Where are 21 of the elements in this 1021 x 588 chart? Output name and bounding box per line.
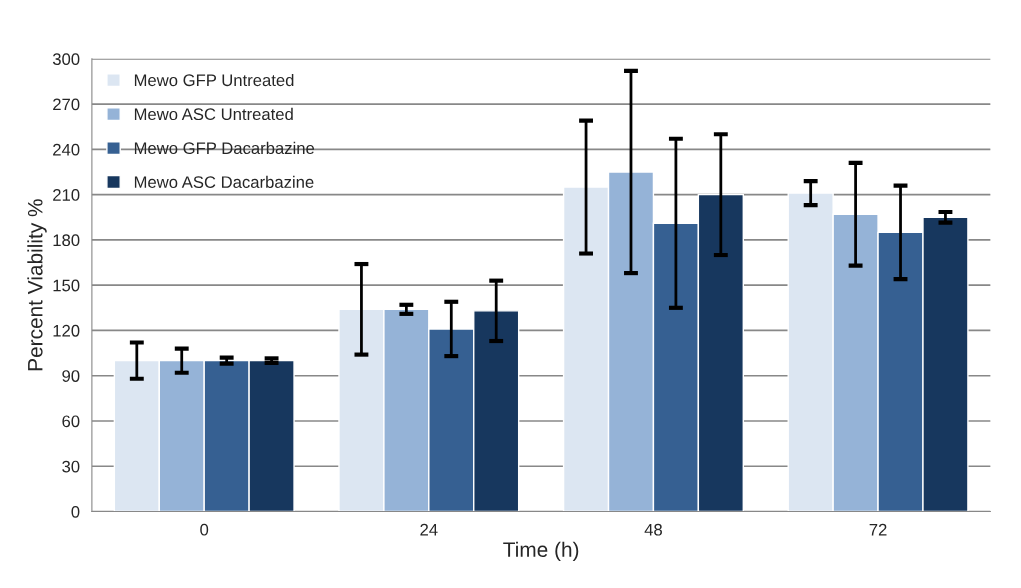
y-tick-label: 210 <box>53 189 80 201</box>
x-tick-label: 48 <box>644 523 662 536</box>
legend-label: Mewo ASC Dacarbazine <box>134 175 314 189</box>
y-tick-label: 90 <box>62 370 80 382</box>
y-tick-label: 240 <box>53 143 80 156</box>
y-tick-label: 120 <box>53 324 80 337</box>
y-tick-label: 300 <box>52 53 80 65</box>
x-tick-label: 72 <box>869 523 887 536</box>
legend-label: Mewo ASC Untreated <box>134 107 293 121</box>
y-tick-label: 270 <box>53 98 80 111</box>
y-tick-label: 60 <box>62 415 80 428</box>
x-tick-label: 24 <box>420 523 438 536</box>
y-tick-label: 150 <box>53 279 80 292</box>
y-tick-label: 0 <box>71 505 80 518</box>
legend-label: Mewo GFP Untreated <box>134 73 294 87</box>
y-axis-title: Percent Viability % <box>27 199 47 371</box>
legend-label: Mewo GFP Dacarbazine <box>134 141 315 155</box>
x-axis-title: Time (h) <box>503 541 579 562</box>
x-tick-label: 0 <box>200 523 209 536</box>
y-tick-label: 180 <box>53 234 80 247</box>
y-tick-label: 30 <box>62 460 80 473</box>
